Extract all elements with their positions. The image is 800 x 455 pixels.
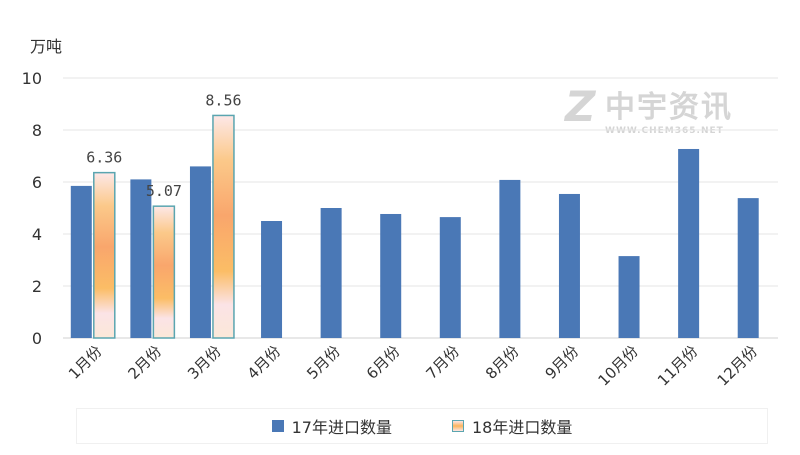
legend-label-17: 17年进口数量 — [291, 418, 392, 437]
y-tick-label: 4 — [32, 225, 42, 244]
data-label-18-2: 5.07 — [146, 182, 182, 200]
bar-17-8 — [499, 179, 521, 338]
bar-17-10 — [618, 256, 640, 338]
watermark: Z 中宇资讯 WWW.CHEM365.NET — [565, 82, 733, 136]
bar-17-5 — [320, 208, 342, 338]
y-tick-label: 6 — [32, 173, 42, 192]
bar-17-11 — [678, 148, 700, 338]
watermark-name: 中宇资讯 — [605, 90, 734, 125]
x-tick-label: 11月份 — [654, 342, 701, 389]
x-tick-label: 1月份 — [65, 342, 106, 383]
legend: 17年进口数量 18年进口数量 — [76, 408, 768, 444]
x-tick-label: 9月份 — [542, 342, 583, 383]
x-tick-label: 10月份 — [594, 342, 641, 389]
y-tick-label: 2 — [32, 277, 42, 296]
x-tick-label: 5月份 — [303, 342, 344, 383]
x-tick-label: 6月份 — [363, 342, 404, 383]
legend-swatch-17 — [271, 420, 284, 432]
x-tick-label: 2月份 — [125, 342, 166, 383]
data-label-18-1: 6.36 — [86, 149, 122, 167]
x-tick-label: 12月份 — [714, 342, 761, 389]
bar-17-12 — [737, 198, 759, 338]
y-tick-label: 8 — [32, 121, 42, 140]
y-axis-label: 万吨 — [30, 37, 62, 56]
bar-18-1 — [93, 171, 116, 339]
bar-17-4 — [261, 221, 283, 338]
legend-swatch-18 — [452, 420, 464, 432]
y-tick-label: 0 — [32, 329, 42, 348]
bar-18-3 — [212, 114, 235, 339]
bar-17-2 — [130, 179, 152, 338]
legend-label-18: 18年进口数量 — [472, 418, 573, 437]
watermark-url: WWW.CHEM365.NET — [605, 126, 724, 136]
bar-17-9 — [558, 193, 580, 338]
legend-item-18: 18年进口数量 — [452, 414, 572, 438]
watermark-logo: Z — [565, 82, 596, 131]
x-tick-label: 3月份 — [184, 342, 225, 383]
bar-17-3 — [189, 166, 211, 338]
bar-17-1 — [70, 185, 92, 338]
x-tick-label: 8月份 — [482, 342, 523, 383]
x-tick-label: 7月份 — [422, 342, 463, 383]
x-tick-label: 4月份 — [244, 342, 285, 383]
y-tick-label: 10 — [22, 69, 42, 88]
bar-17-7 — [439, 217, 461, 338]
bar-17-6 — [380, 213, 402, 338]
data-label-18-3: 8.56 — [205, 91, 241, 109]
legend-item-17: 17年进口数量 — [271, 414, 392, 438]
bar-18-2 — [152, 205, 176, 339]
